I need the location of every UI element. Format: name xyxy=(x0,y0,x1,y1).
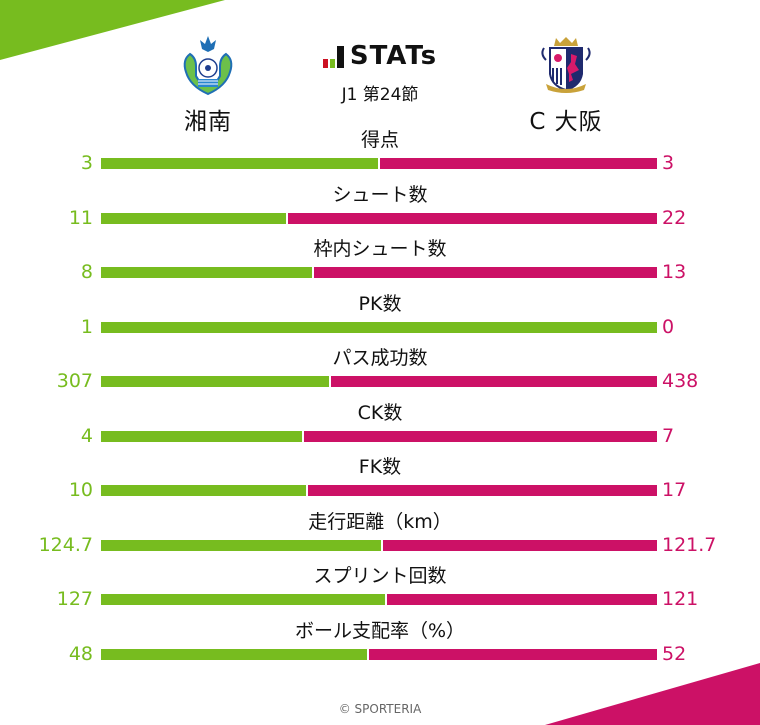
home-bar xyxy=(101,594,385,605)
away-bar xyxy=(308,485,657,496)
stat-label: パス成功数 xyxy=(332,347,428,369)
home-bar xyxy=(101,648,367,660)
bar-chart-logo-icon xyxy=(322,46,344,68)
comparison-bar xyxy=(101,376,657,387)
comparison-bar xyxy=(101,539,657,551)
comparison-bar xyxy=(101,267,657,278)
away-value: 7 xyxy=(662,424,675,447)
away-team: C 大阪 xyxy=(516,34,616,136)
stat-label: ボール支配率（%） xyxy=(294,619,466,642)
comparison-bar xyxy=(101,430,657,442)
home-value: 8 xyxy=(80,261,93,283)
home-value: 1 xyxy=(80,315,93,338)
stat-label: PK数 xyxy=(358,292,402,315)
home-value: 4 xyxy=(80,424,93,447)
comparison-bar xyxy=(101,158,657,169)
stat-row-passes: パス成功数 307 438 xyxy=(0,346,760,401)
stats-list: 得点 3 3 シュート数 11 22 枠内シュート数 8 13 PK数 1 0 … xyxy=(0,128,760,673)
away-bar xyxy=(380,158,657,169)
away-bar xyxy=(287,212,657,224)
home-bar xyxy=(101,430,303,442)
home-bar xyxy=(101,267,313,278)
cerezo-osaka-crest-icon xyxy=(538,34,594,96)
comparison-bar xyxy=(101,648,657,660)
stat-label: スプリント回数 xyxy=(313,565,447,587)
away-bar xyxy=(314,267,657,278)
away-bar xyxy=(331,376,657,387)
away-value: 121.7 xyxy=(662,533,717,556)
away-value: 52 xyxy=(662,642,687,665)
home-bar xyxy=(101,539,382,551)
away-value: 17 xyxy=(662,479,687,501)
stat-row-free-kicks: FK数 10 17 xyxy=(0,455,760,510)
stat-label: FK数 xyxy=(358,456,402,478)
home-team: 湘南 xyxy=(158,34,258,136)
stat-row-goals: 得点 3 3 xyxy=(0,128,760,183)
home-bar xyxy=(101,485,307,496)
stat-label: 枠内シュート数 xyxy=(313,238,447,260)
home-value: 307 xyxy=(56,370,93,392)
stat-label: CK数 xyxy=(357,401,403,424)
stat-label: 得点 xyxy=(360,129,399,151)
stat-row-penalties: PK数 1 0 xyxy=(0,292,760,347)
away-bar xyxy=(304,430,657,442)
home-team-name: 湘南 xyxy=(184,109,232,135)
stat-label: シュート数 xyxy=(332,183,428,206)
match-round: J1 第24節 xyxy=(341,85,419,105)
stat-row-shots-on-target: 枠内シュート数 8 13 xyxy=(0,237,760,292)
away-value: 13 xyxy=(662,261,687,283)
away-value: 121 xyxy=(662,588,699,610)
home-bar xyxy=(101,321,657,333)
home-bar xyxy=(101,376,330,387)
home-value: 127 xyxy=(56,588,93,610)
stat-row-distance: 走行距離（km） 124.7 121.7 xyxy=(0,510,760,565)
home-value: 3 xyxy=(80,152,93,174)
away-bar xyxy=(386,594,657,605)
away-value: 22 xyxy=(662,206,687,229)
home-value: 124.7 xyxy=(38,533,93,556)
home-value: 48 xyxy=(68,642,93,665)
copyright: © SPORTERIA xyxy=(338,702,422,716)
brand-title: STATs xyxy=(349,41,438,71)
stat-label: 走行距離（km） xyxy=(308,510,452,533)
away-value: 3 xyxy=(662,152,675,174)
away-value: 0 xyxy=(662,315,675,338)
stat-row-corners: CK数 4 7 xyxy=(0,401,760,456)
stat-row-sprints: スプリント回数 127 121 xyxy=(0,564,760,619)
away-bar xyxy=(383,539,657,551)
away-team-name: C 大阪 xyxy=(529,109,603,135)
away-value: 438 xyxy=(662,370,699,392)
home-bar xyxy=(101,212,286,224)
comparison-bar xyxy=(101,594,657,605)
home-bar xyxy=(101,158,378,169)
comparison-bar xyxy=(101,485,657,496)
brand-header: STATs J1 第24節 xyxy=(0,41,760,105)
home-value: 10 xyxy=(68,479,93,501)
comparison-bar xyxy=(101,321,657,333)
stat-row-possession: ボール支配率（%） 48 52 xyxy=(0,619,760,674)
stat-row-shots: シュート数 11 22 xyxy=(0,183,760,238)
comparison-bar xyxy=(101,212,657,224)
shonan-bellmare-crest-icon xyxy=(180,34,236,96)
home-value: 11 xyxy=(68,206,93,229)
away-bar xyxy=(368,648,657,660)
stats-logo: STATs xyxy=(322,41,438,71)
